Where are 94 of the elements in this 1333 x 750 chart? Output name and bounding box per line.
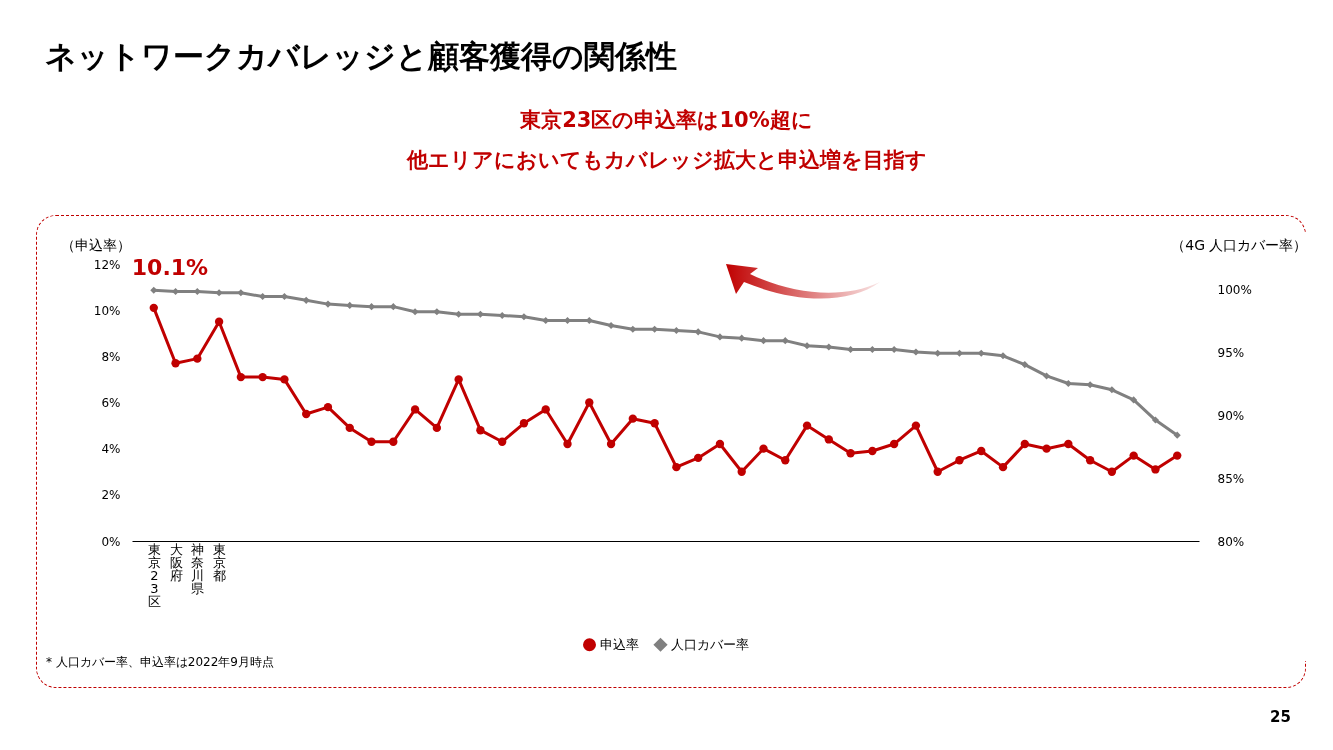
point [498,311,506,319]
point [411,308,419,316]
point [323,402,333,412]
y2-tick-label: 95% [1217,345,1245,360]
point [629,325,637,333]
point [802,421,812,430]
point [977,446,986,456]
y2-axis-title: （4G 人口カバー率） [1171,236,1308,253]
point [433,308,441,316]
point [824,435,833,444]
point [454,375,463,384]
point [1020,439,1029,449]
y2-tick-label: 80% [1217,534,1245,549]
point [1064,379,1072,388]
point [781,456,790,465]
y-tick-label: 6% [101,396,121,410]
point [389,437,398,446]
point [1173,431,1181,439]
x-tick-label: 東京都 [213,541,227,583]
point [302,296,310,304]
x-tick-label: 神奈川県 [191,541,205,596]
point [171,359,180,368]
point [520,313,528,321]
point [715,439,725,449]
point [1129,451,1138,460]
y-axis-title: （申込率） [60,236,131,253]
point [410,405,420,414]
y-tick-label: 12% [93,257,121,272]
point [737,467,746,476]
point [345,423,354,433]
text: 他エリアにおいてもカバレッジ拡大と申込増を目指す [405,147,928,174]
point [607,322,615,330]
point [1021,361,1029,369]
chart-subtitle: 東京23区の申込率は10%超に [519,107,814,134]
x-tick-label: 大阪府 [169,541,183,583]
point [563,439,572,449]
point [911,421,921,430]
point [324,300,332,308]
point [889,439,899,449]
y2-tick-label: 100% [1217,282,1252,297]
point [912,348,920,356]
point [1064,439,1073,449]
point [868,446,877,456]
y2-tick-label: 85% [1217,471,1245,486]
chart-title: ネットワークカバレッジと顧客獲得の関係性 [45,37,677,76]
point [237,289,245,297]
y-tick-label: 4% [101,442,121,457]
point [693,453,703,463]
point [1151,416,1159,424]
point [846,449,855,458]
point [214,317,224,326]
y-tick-label: 8% [101,349,121,364]
point [367,437,376,446]
point [672,462,681,472]
point [346,301,354,309]
legend-label: 申込率 [600,636,639,652]
point [585,398,594,407]
point [476,426,485,435]
text: 25 [1270,708,1291,726]
point [998,462,1008,472]
point [258,372,267,382]
point [236,372,246,382]
point [193,354,202,363]
point [149,303,158,313]
point [933,467,942,476]
point [803,342,811,350]
point [1173,451,1182,460]
y-tick-label: 0% [101,534,121,549]
y-tick-label: 2% [101,488,121,503]
point [1042,444,1051,453]
x-tick-label: 東京23区 [147,541,161,609]
point [650,419,659,428]
y2-tick-label: 90% [1217,408,1245,423]
point [541,405,550,414]
y-tick-label: 10% [93,303,121,318]
point [302,409,311,419]
point [280,375,289,384]
point [628,414,638,423]
point [759,444,768,453]
point [1085,456,1095,465]
point [606,439,616,449]
point [1043,372,1051,380]
point [498,437,507,446]
point [1130,396,1138,404]
point [432,423,442,433]
point [519,419,529,428]
point [716,333,724,341]
point [1107,467,1117,476]
annotation: 10.1% [131,254,209,280]
point [1151,465,1160,474]
text: * 人口カバー率、申込率は2022年9月時点 [46,654,274,671]
legend-label: 人口カバー率 [671,636,749,652]
point [1108,386,1116,394]
point [955,456,964,465]
